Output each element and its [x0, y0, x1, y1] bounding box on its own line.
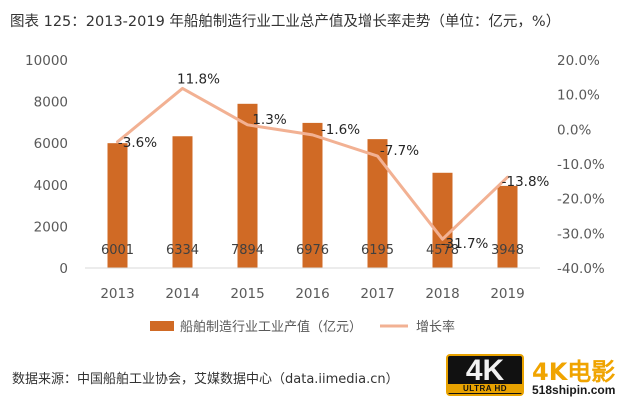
x-tick-label: 2015	[230, 286, 264, 302]
x-tick-label: 2018	[425, 286, 459, 302]
left-tick-label: 4000	[34, 178, 68, 194]
left-tick-label: 10000	[25, 53, 68, 69]
bar-label-2013: 6001	[101, 243, 134, 258]
growth-rate-line	[116, 86, 509, 241]
left-axis-ticks: 0 2000 4000 6000 8000 10000	[25, 53, 68, 277]
bar-2014	[172, 136, 193, 268]
line-label-2015: 1.3%	[252, 112, 286, 128]
x-tick-label: 2013	[100, 286, 134, 302]
line-label-2016: -1.6%	[321, 122, 360, 138]
bar-2018	[432, 172, 453, 268]
line-labels-group: -3.6% 11.8% 1.3% -1.6% -7.7% -31.7% -13.8%	[118, 71, 550, 252]
line-label-2014: 11.8%	[177, 71, 220, 87]
source-note: 数据来源：中国船舶工业协会，艾媒数据中心（data.iimedia.cn）	[12, 372, 399, 387]
right-axis-ticks: -40.0% -30.0% -20.0% -10.0% 0.0% 10.0% 20.0%	[557, 53, 605, 277]
bar-2013	[107, 143, 128, 268]
right-tick-label: 0.0%	[557, 122, 591, 138]
legend-label-line: 增长率	[416, 319, 455, 335]
line-label-2018: -31.7%	[441, 236, 489, 252]
x-tick-label: 2019	[490, 286, 524, 302]
chart: 6001 6334 7894 6976 6195 4578 3948 -3.6% 11.8% 1…	[25, 53, 605, 335]
right-tick-label: 20.0%	[557, 53, 600, 69]
bar-label-2019: 3948	[491, 243, 524, 258]
bar-2019	[497, 185, 518, 268]
legend-label-bar: 船舶制造行业工业产值（亿元）	[180, 319, 362, 335]
bar-2015	[237, 103, 258, 268]
bar-label-2015: 7894	[231, 243, 264, 258]
bar-label-2016: 6976	[296, 243, 329, 258]
bar-label-2014: 6334	[166, 243, 199, 258]
legend-swatch-bar	[150, 321, 174, 331]
brand-name: 4K电影	[532, 358, 616, 386]
line-label-2013: -3.6%	[118, 135, 157, 151]
chart-title: 图表 125：2013-2019 年船舶制造行业工业总产值及增长率走势（单位：亿…	[10, 14, 561, 30]
right-tick-label: -20.0%	[557, 192, 605, 208]
left-tick-label: 8000	[34, 95, 68, 111]
right-tick-label: -30.0%	[557, 226, 605, 242]
left-tick-label: 2000	[34, 219, 68, 235]
bar-label-2017: 6195	[361, 243, 394, 258]
bars-group	[107, 103, 518, 268]
left-tick-label: 6000	[34, 136, 68, 152]
x-tick-label: 2016	[295, 286, 329, 302]
bar-labels-group: 6001 6334 7894 6976 6195 4578 3948	[101, 243, 524, 258]
legend: 船舶制造行业工业产值（亿元） 增长率	[150, 319, 455, 335]
right-tick-label: -40.0%	[557, 261, 605, 277]
line-label-2017: -7.7%	[380, 143, 419, 159]
x-axis-ticks: 2013 2014 2015 2016 2017 2018 2019	[100, 286, 524, 302]
bar-label-2018: 4578	[426, 243, 459, 258]
bar-2017	[367, 139, 388, 268]
left-tick-label: 0	[59, 261, 68, 277]
x-tick-label: 2014	[165, 286, 199, 302]
right-tick-label: 10.0%	[557, 88, 600, 104]
line-label-2019: -13.8%	[502, 174, 550, 190]
line-series-group	[116, 86, 509, 241]
badge-sub-text: ULTRA HD	[448, 384, 522, 393]
watermark-logo: 4K ULTRA HD 4K电影 518shipin.com	[446, 352, 636, 400]
ultra-hd-badge: 4K ULTRA HD	[446, 354, 524, 396]
brand-url: 518shipin.com	[532, 383, 616, 397]
bar-2016	[302, 122, 323, 268]
right-tick-label: -10.0%	[557, 157, 605, 173]
badge-main-text: 4K	[465, 354, 505, 387]
x-tick-label: 2017	[360, 286, 394, 302]
